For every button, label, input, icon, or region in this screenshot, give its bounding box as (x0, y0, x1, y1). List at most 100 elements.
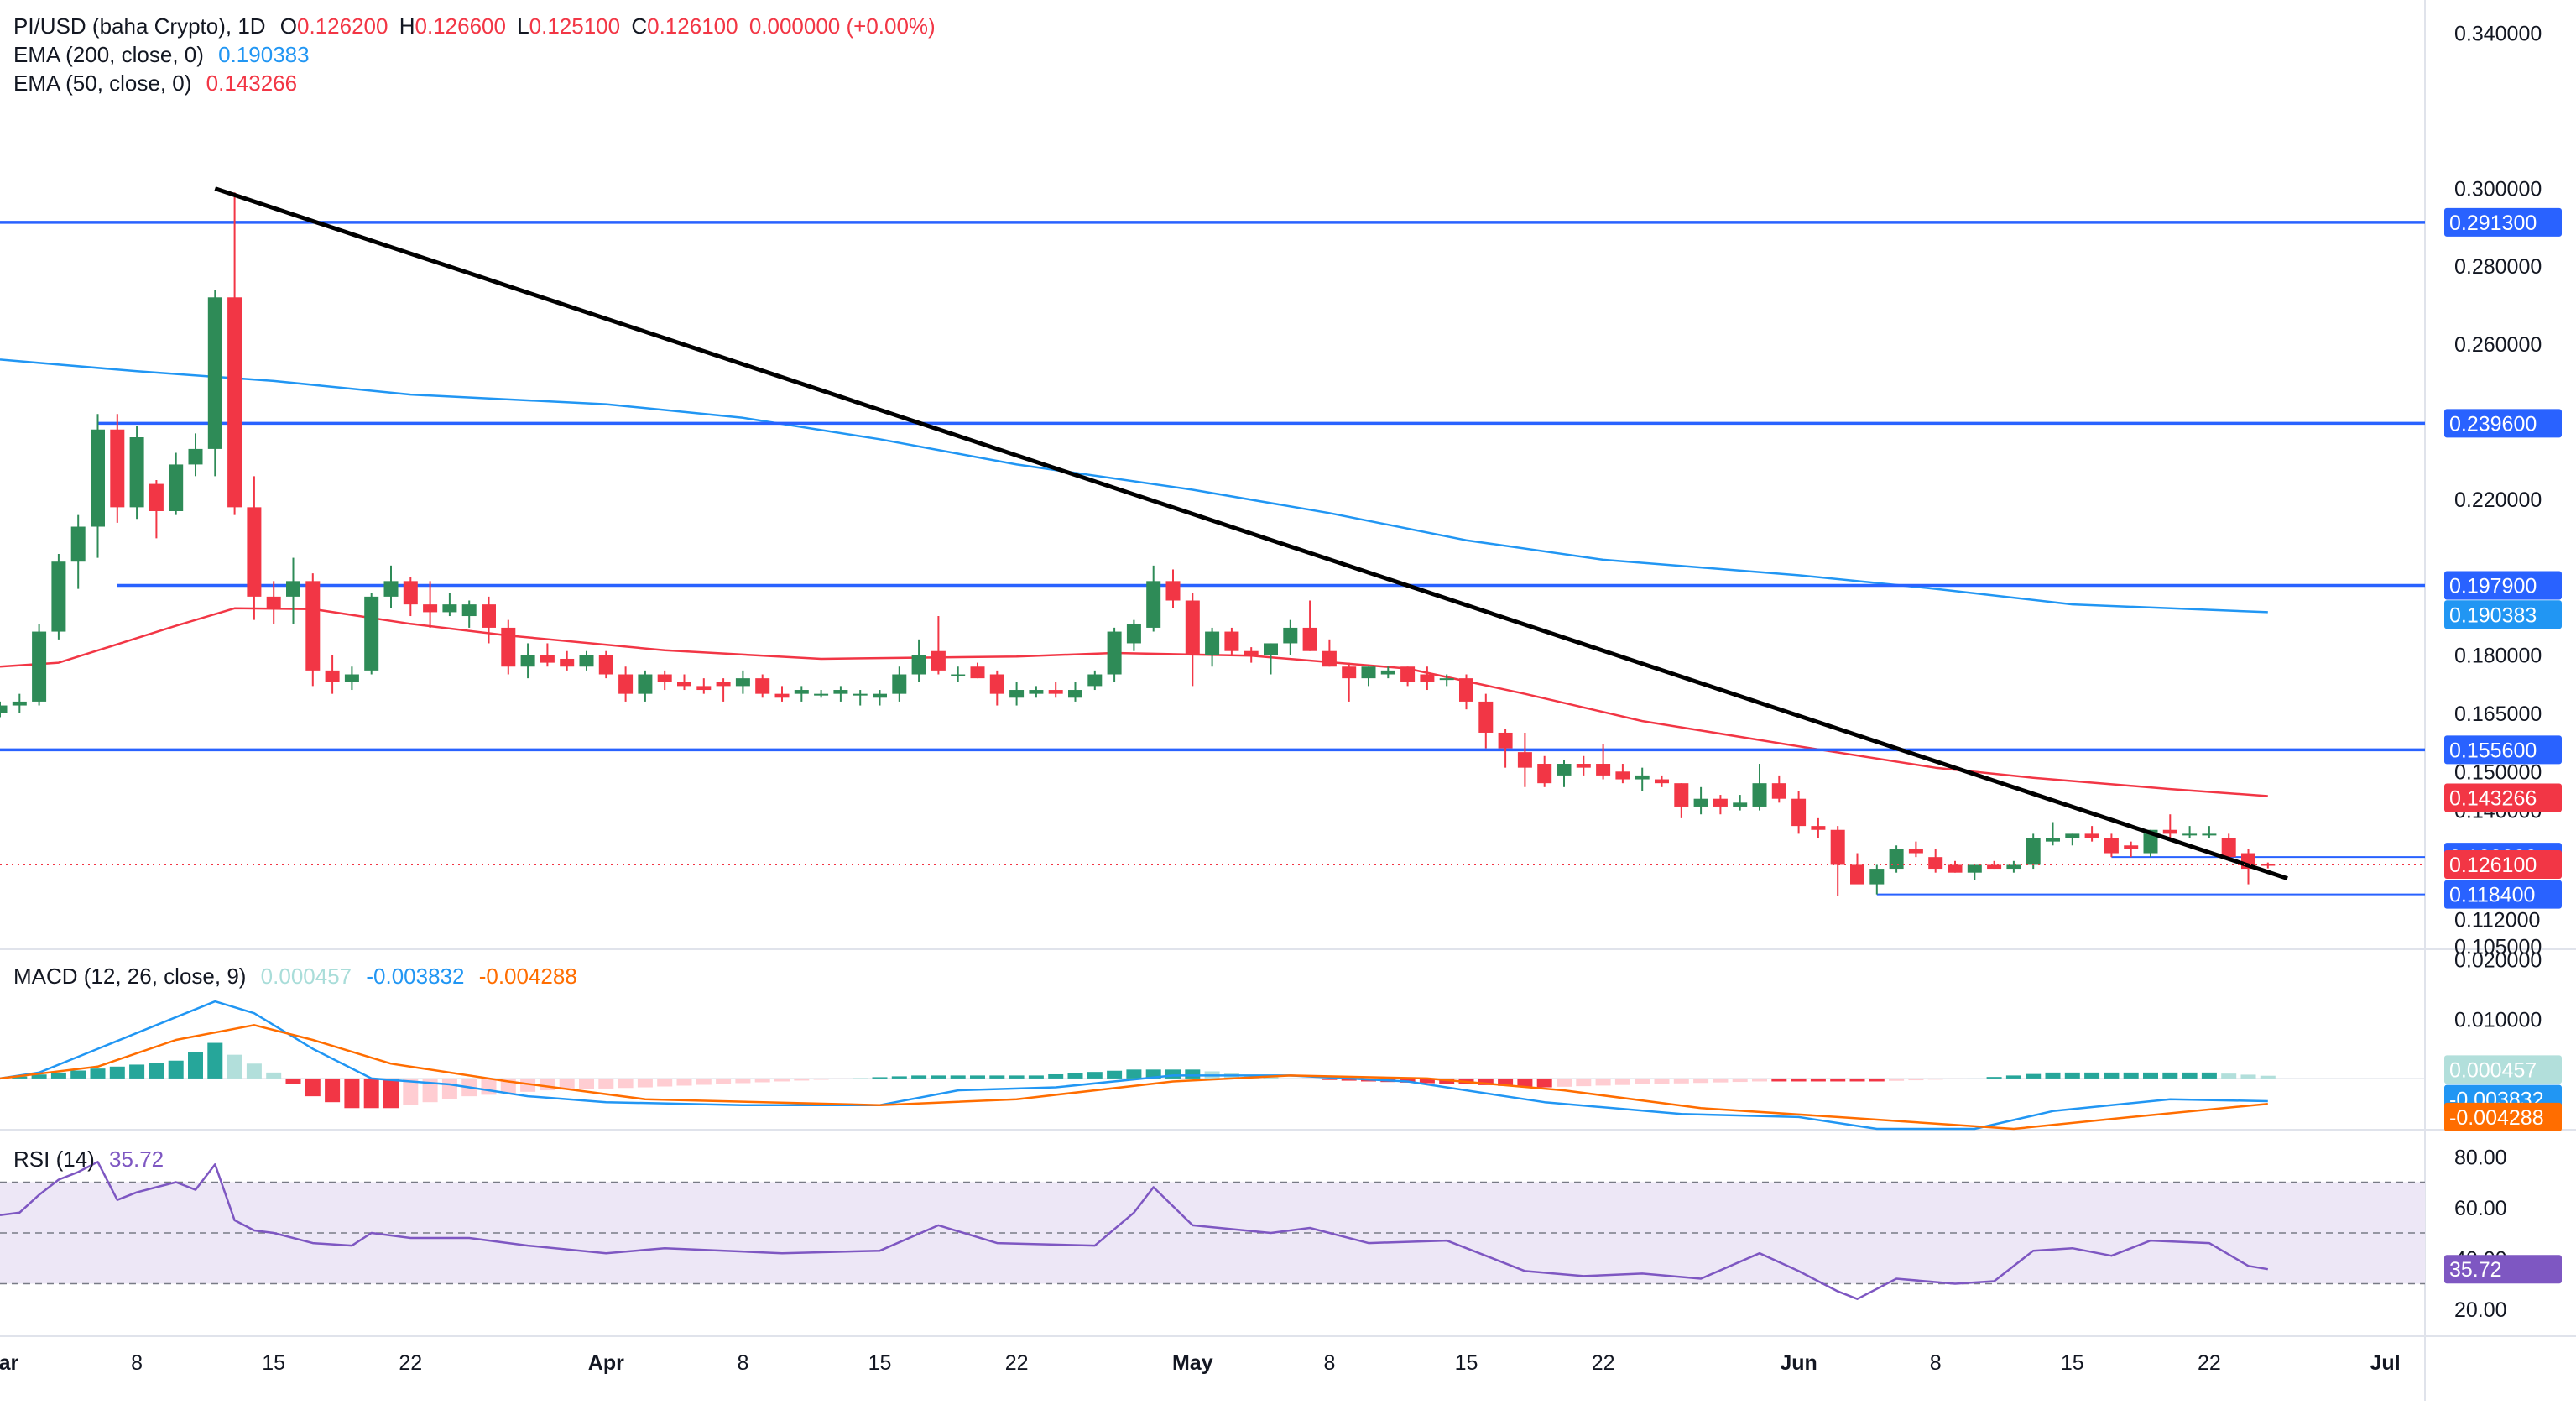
macd-histogram-bar (344, 1078, 360, 1109)
macd-histogram-bar (1752, 1078, 1767, 1082)
candle-body (1674, 783, 1689, 807)
ema50-legend[interactable]: EMA (50, close, 0) 0.143266 (13, 69, 305, 97)
candle-body (51, 561, 66, 632)
ohlc-low-value: 0.125100 (529, 13, 621, 39)
level-price-label-bg (2444, 735, 2562, 765)
ema50-value: 0.143266 (206, 71, 298, 96)
macd-legend[interactable]: MACD (12, 26, close, 9) 0.000457 -0.0038… (13, 962, 586, 990)
candle-body (1928, 857, 1943, 870)
macd-histogram-bar (149, 1063, 164, 1079)
macd-histogram-bar (1791, 1078, 1807, 1082)
candle-body (579, 655, 594, 667)
candle-body (1068, 690, 1082, 698)
candle-body (2006, 864, 2021, 870)
candle-body (1165, 581, 1181, 601)
candle-body (1889, 849, 1904, 870)
price-tick-label: 0.220000 (2454, 488, 2542, 512)
time-tick-label: 15 (868, 1351, 892, 1375)
candle-body (442, 604, 457, 613)
macd-histogram-bar (950, 1075, 966, 1079)
time-tick-label: 8 (131, 1351, 143, 1375)
macd-histogram-bar (1654, 1078, 1670, 1084)
candle-body (207, 297, 222, 449)
ema50-price-label-bg (2444, 783, 2562, 812)
macd-histogram-bar (2026, 1073, 2042, 1079)
price-tick-label: 0.300000 (2454, 178, 2542, 201)
macd-histogram-bar (441, 1078, 457, 1099)
candle-body (305, 581, 321, 671)
candle-body (1185, 600, 1200, 655)
candle-body (227, 297, 242, 508)
macd-histogram-bar (1322, 1078, 1338, 1080)
candle-body (129, 437, 144, 508)
price-tick-label: 0.340000 (2454, 22, 2542, 45)
macd-histogram-bar (1478, 1078, 1494, 1085)
candle-body (1264, 643, 1278, 655)
macd-histogram-bar (853, 1078, 868, 1079)
rsi-line (0, 1161, 2269, 1300)
candle-body (1205, 631, 1220, 655)
candle-body (1283, 627, 1298, 644)
last-price-label-bg (2444, 849, 2562, 879)
time-tick-label: 15 (262, 1351, 285, 1375)
level-price-label: 0.197900 (2449, 574, 2537, 598)
candle-body (1517, 752, 1532, 768)
candle-body (794, 690, 809, 694)
macd-histogram-bar (363, 1078, 379, 1109)
macd-histogram-bar (1869, 1078, 1885, 1082)
candle-body (482, 604, 496, 628)
macd-histogram-bar (325, 1078, 341, 1103)
price-tick-label: 0.165000 (2454, 702, 2542, 726)
macd-histogram-bar (696, 1078, 712, 1085)
macd-histogram-bar (207, 1042, 223, 1079)
candle-body (383, 581, 399, 597)
price-tick-label: 0.112000 (2454, 908, 2540, 932)
macd-histogram-bar (1263, 1076, 1279, 1079)
candle-body (1302, 627, 1317, 651)
candle-body (2065, 833, 2080, 838)
ema200-legend[interactable]: EMA (200, close, 0) 0.190383 (13, 40, 318, 69)
macd-histogram-bar (2240, 1074, 2256, 1079)
level-price-label-bg (2444, 409, 2562, 438)
macd-line-value: -0.003832 (366, 964, 465, 989)
candle-body (1439, 678, 1454, 681)
macd-histogram-bar (403, 1078, 419, 1105)
price-tick-label: 0.105000 (2454, 936, 2542, 959)
candle-body (2104, 838, 2119, 854)
macd-histogram-bar (1732, 1078, 1748, 1083)
macd-histogram-bar (1341, 1078, 1357, 1081)
macd-histogram-bar (579, 1078, 594, 1089)
candle-body (833, 690, 848, 694)
time-tick-label: Jul (2370, 1351, 2401, 1375)
candle-body (892, 674, 907, 694)
candle-body (1908, 849, 1923, 854)
rsi-legend[interactable]: RSI (14) 35.72 (13, 1145, 172, 1173)
last-price-label: 0.126100 (2449, 854, 2537, 877)
candle-body (266, 596, 281, 608)
macd-histogram-bar (931, 1075, 946, 1079)
macd-histogram-bar (1419, 1078, 1435, 1084)
candle-body (911, 655, 926, 675)
candle-body (403, 581, 418, 605)
macd-signal-price-label-bg (2444, 1102, 2562, 1131)
macd-histogram-bar (1576, 1078, 1592, 1087)
ema200-label: EMA (200, close, 0) (13, 42, 204, 67)
trendline (214, 186, 2288, 881)
macd-histogram-bar (1635, 1078, 1650, 1084)
macd-histogram-bar (50, 1072, 66, 1079)
level-price-label-bg (2444, 207, 2562, 237)
macd-histogram-bar (1693, 1078, 1709, 1084)
candle-body (1400, 666, 1416, 682)
ema50-label: EMA (50, close, 0) (13, 71, 192, 96)
candle-body (1361, 666, 1376, 679)
macd-signal-price-label: -0.004288 (2449, 1106, 2544, 1130)
macd-histogram-bar (774, 1078, 790, 1082)
macd-histogram-bar (1713, 1078, 1729, 1083)
candle-body (696, 686, 712, 691)
level-price-label: 0.118400 (2449, 884, 2535, 907)
candle-body (423, 604, 438, 613)
candle-body (344, 674, 359, 682)
candle-body (677, 682, 691, 687)
time-tick-label: Mar (0, 1351, 18, 1375)
